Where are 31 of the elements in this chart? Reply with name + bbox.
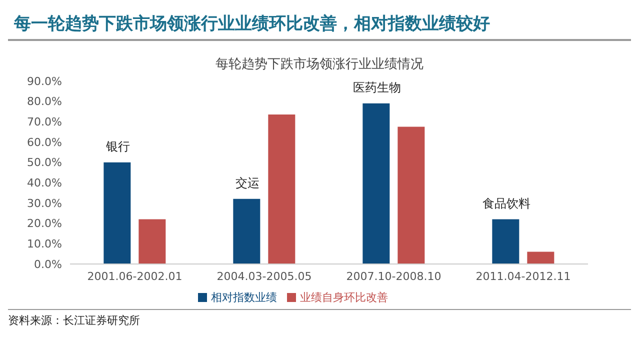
- bar: [104, 162, 131, 264]
- bar: [233, 198, 260, 264]
- annotation: 银行: [104, 139, 130, 154]
- legend-label: 业绩自身环比改善: [300, 291, 388, 304]
- text: 资料来源：长江证券研究所: [8, 313, 141, 328]
- y-tick-label: 10.0%: [27, 238, 62, 251]
- annotation: 食品饮料: [482, 196, 530, 210]
- bar: [492, 219, 520, 264]
- y-tick-label: 30.0%: [27, 196, 62, 210]
- annotation: 交运: [235, 176, 260, 190]
- bar: [138, 219, 166, 264]
- annotation: 医药生物: [352, 80, 401, 94]
- y-tick-label: 0.0%: [34, 258, 62, 271]
- bar: [268, 114, 296, 264]
- y-tick-label: 70.0%: [27, 116, 62, 129]
- x-tick-label: 2011.04-2012.11: [476, 270, 571, 283]
- chart-title: 每一轮趋势下跌市场领涨行业业绩环比改善，相对指数业绩较好: [8, 8, 631, 41]
- bar: [362, 103, 390, 264]
- y-tick-label: 80.0%: [27, 95, 62, 108]
- x-tick-label: 2001.06-2002.01: [87, 270, 182, 283]
- chart-subtitle: 每轮趋势下跌市场领涨行业业绩情况: [214, 56, 424, 73]
- y-tick-label: 60.0%: [27, 136, 62, 149]
- y-tick-label: 50.0%: [27, 156, 62, 170]
- bar: [527, 252, 554, 264]
- bar: [398, 126, 425, 264]
- x-tick-label: 2004.03-2005.05: [216, 270, 312, 283]
- legend-label: 相对指数业绩: [211, 291, 277, 304]
- y-tick-label: 40.0%: [27, 176, 62, 190]
- x-tick-label: 2007.10-2008.10: [346, 270, 442, 283]
- y-tick-label: 90.0%: [27, 74, 62, 88]
- y-tick-label: 20.0%: [27, 217, 62, 230]
